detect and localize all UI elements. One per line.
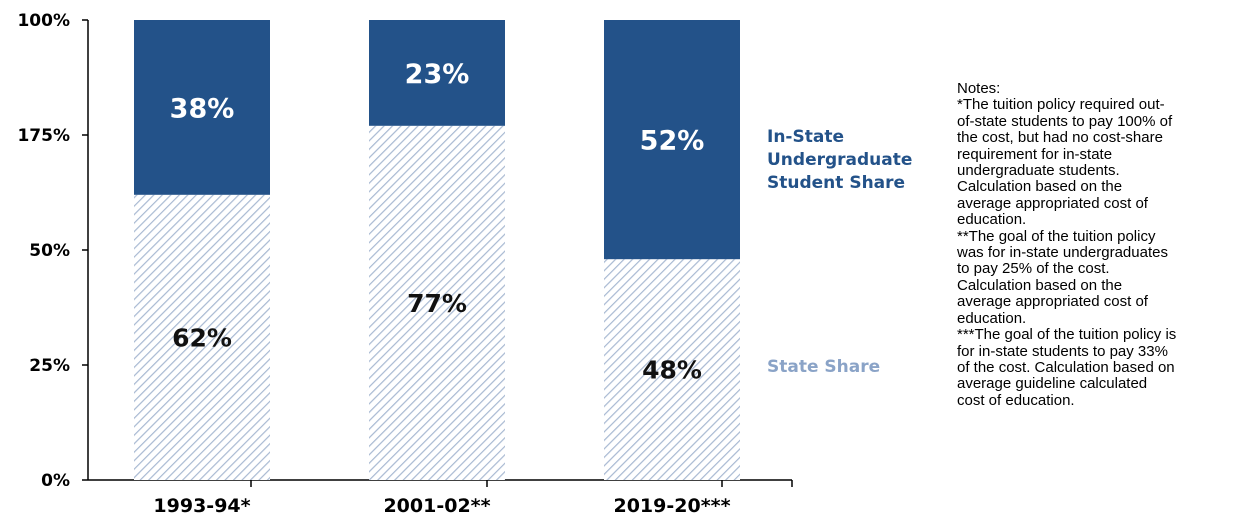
x-tick-label: 2001-02**: [383, 495, 490, 517]
notes-line: cost of education.: [957, 391, 1075, 409]
notes-line: **The goal of the tuition policy: [957, 227, 1156, 245]
data-label-state-share: 77%: [407, 289, 467, 318]
legend-state-share: State Share: [767, 357, 880, 377]
notes-line: education.: [957, 211, 1027, 229]
bar-state-share: [604, 259, 740, 480]
notes-line: undergraduate students.: [957, 162, 1120, 180]
notes-line: of the cost. Calculation based on: [957, 358, 1175, 376]
data-label-student-share: 38%: [170, 93, 235, 124]
legend-student-share: Student Share: [767, 173, 905, 193]
y-tick-label: 175%: [17, 126, 70, 146]
data-label-student-share: 52%: [640, 126, 705, 157]
notes-line: requirement for in-state: [957, 145, 1113, 163]
notes-panel: Notes: *The tuition policy required out-o…: [957, 80, 1229, 409]
notes-line: average appropriated cost of: [957, 293, 1148, 311]
x-tick-label: 2019-20***: [613, 495, 730, 517]
bar-student-share: [134, 20, 270, 195]
bar-state-share: [369, 125, 505, 481]
notes-line: of-state students to pay 100% of: [957, 112, 1173, 130]
notes-line: to pay 25% of the cost.: [957, 260, 1110, 278]
bars: [134, 20, 740, 481]
data-label-state-share: 62%: [172, 323, 232, 352]
y-tick-label: 50%: [29, 241, 70, 261]
notes-heading: Notes:: [957, 80, 1001, 97]
notes-line: average appropriated cost of: [957, 194, 1148, 212]
data-label-state-share: 48%: [642, 356, 702, 385]
notes-line: average guideline calculated: [957, 375, 1148, 393]
notes-line: the cost, but had no cost-share: [957, 129, 1163, 147]
notes-line: *The tuition policy required out-: [957, 96, 1165, 114]
legend-student-share: In-State: [767, 127, 844, 147]
bar-state-share: [134, 194, 270, 481]
notes-line: Calculation based on the: [957, 178, 1123, 196]
data-label-student-share: 23%: [405, 59, 470, 90]
legend: In-State Undergraduate Student Share State …: [767, 127, 912, 377]
notes-line: Calculation based on the: [957, 276, 1123, 294]
notes-line: was for in-state undergraduates: [957, 244, 1168, 262]
y-tick-label: 100%: [17, 11, 70, 31]
bar-student-share: [369, 20, 505, 126]
legend-student-share: Undergraduate: [767, 150, 912, 170]
notes-line: for in-state students to pay 33%: [957, 342, 1168, 360]
x-tick-label: 1993-94*: [153, 495, 250, 517]
y-tick-label: 25%: [29, 356, 70, 376]
notes-line: education.: [957, 309, 1027, 327]
notes-line: ***The goal of the tuition policy is: [957, 326, 1177, 344]
value-labels: 38% 62% 1993-94* 23% 77% 2001-02** 52% 48% 2019-…: [153, 59, 730, 517]
bar-student-share: [604, 20, 740, 260]
y-tick-label: 0%: [41, 471, 70, 491]
